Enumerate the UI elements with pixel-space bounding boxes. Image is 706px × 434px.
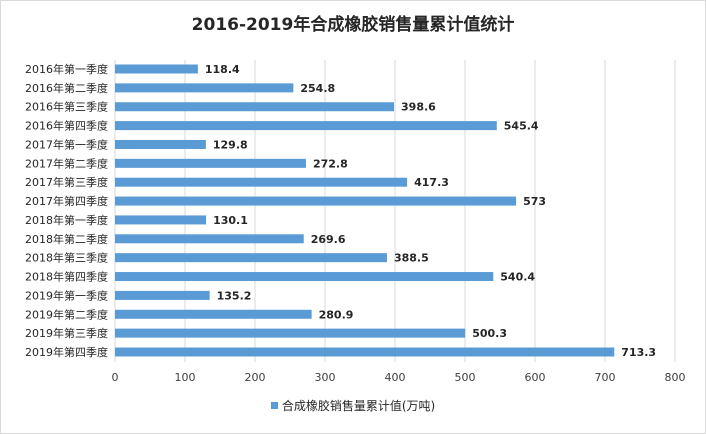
data-label: 573: [523, 195, 546, 208]
bar: [115, 102, 395, 112]
data-label: 398.6: [401, 101, 436, 114]
bar: [115, 309, 312, 319]
category-label: 2017年第一季度: [25, 137, 108, 151]
x-tick-label: 200: [245, 371, 266, 384]
bar: [115, 253, 387, 263]
data-label: 417.3: [414, 176, 449, 189]
bar: [115, 328, 466, 338]
bar: [115, 234, 304, 244]
data-label: 118.4: [205, 63, 240, 76]
bar: [115, 272, 494, 282]
bar: [115, 121, 497, 131]
x-tick-label: 600: [525, 371, 546, 384]
data-label: 130.1: [213, 214, 248, 227]
category-label: 2018年第三季度: [25, 251, 108, 265]
category-label: 2019年第四季度: [25, 345, 108, 359]
bar: [115, 347, 615, 357]
x-tick-label: 300: [315, 371, 336, 384]
data-label: 280.9: [319, 308, 354, 321]
category-label: 2018年第一季度: [25, 213, 108, 227]
category-label: 2018年第四季度: [25, 270, 108, 284]
data-label: 129.8: [213, 138, 248, 151]
legend-swatch: [270, 402, 278, 409]
x-tick-label: 400: [385, 371, 406, 384]
category-label: 2019年第一季度: [25, 288, 108, 302]
category-label: 2019年第三季度: [25, 326, 108, 340]
bar: [115, 83, 294, 93]
data-label: 545.4: [504, 120, 539, 133]
bar: [115, 139, 206, 149]
legend-label: 合成橡胶销售量累计值(万吨): [281, 399, 436, 413]
x-tick-label: 700: [595, 371, 616, 384]
data-label: 713.3: [621, 346, 656, 359]
category-label: 2019年第二季度: [25, 307, 108, 321]
bar: [115, 177, 408, 187]
x-tick-label: 800: [665, 371, 686, 384]
category-label: 2016年第四季度: [25, 119, 108, 133]
category-label: 2018年第二季度: [25, 232, 108, 246]
category-label: 2017年第二季度: [25, 156, 108, 170]
category-label: 2016年第一季度: [25, 62, 108, 76]
data-label: 500.3: [472, 327, 507, 340]
bar: [115, 64, 198, 74]
category-label: 2016年第三季度: [25, 100, 108, 114]
category-label: 2017年第四季度: [25, 194, 108, 208]
x-tick-label: 0: [112, 371, 119, 384]
data-label: 388.5: [394, 252, 429, 265]
bar: [115, 290, 210, 300]
chart-title: 2016-2019年合成橡胶销售量累计值统计: [191, 15, 515, 35]
x-tick-label: 100: [175, 371, 196, 384]
data-label: 135.2: [217, 289, 252, 302]
bar: [115, 196, 517, 206]
legend: 合成橡胶销售量累计值(万吨): [0, 397, 706, 414]
data-label: 254.8: [300, 82, 335, 95]
bar: [115, 215, 207, 225]
bar: [115, 158, 306, 168]
data-label: 272.8: [313, 157, 348, 170]
category-label: 2017年第三季度: [25, 175, 108, 189]
x-tick-label: 500: [455, 371, 476, 384]
data-label: 540.4: [500, 271, 535, 284]
category-label: 2016年第二季度: [25, 81, 108, 95]
data-label: 269.6: [311, 233, 346, 246]
